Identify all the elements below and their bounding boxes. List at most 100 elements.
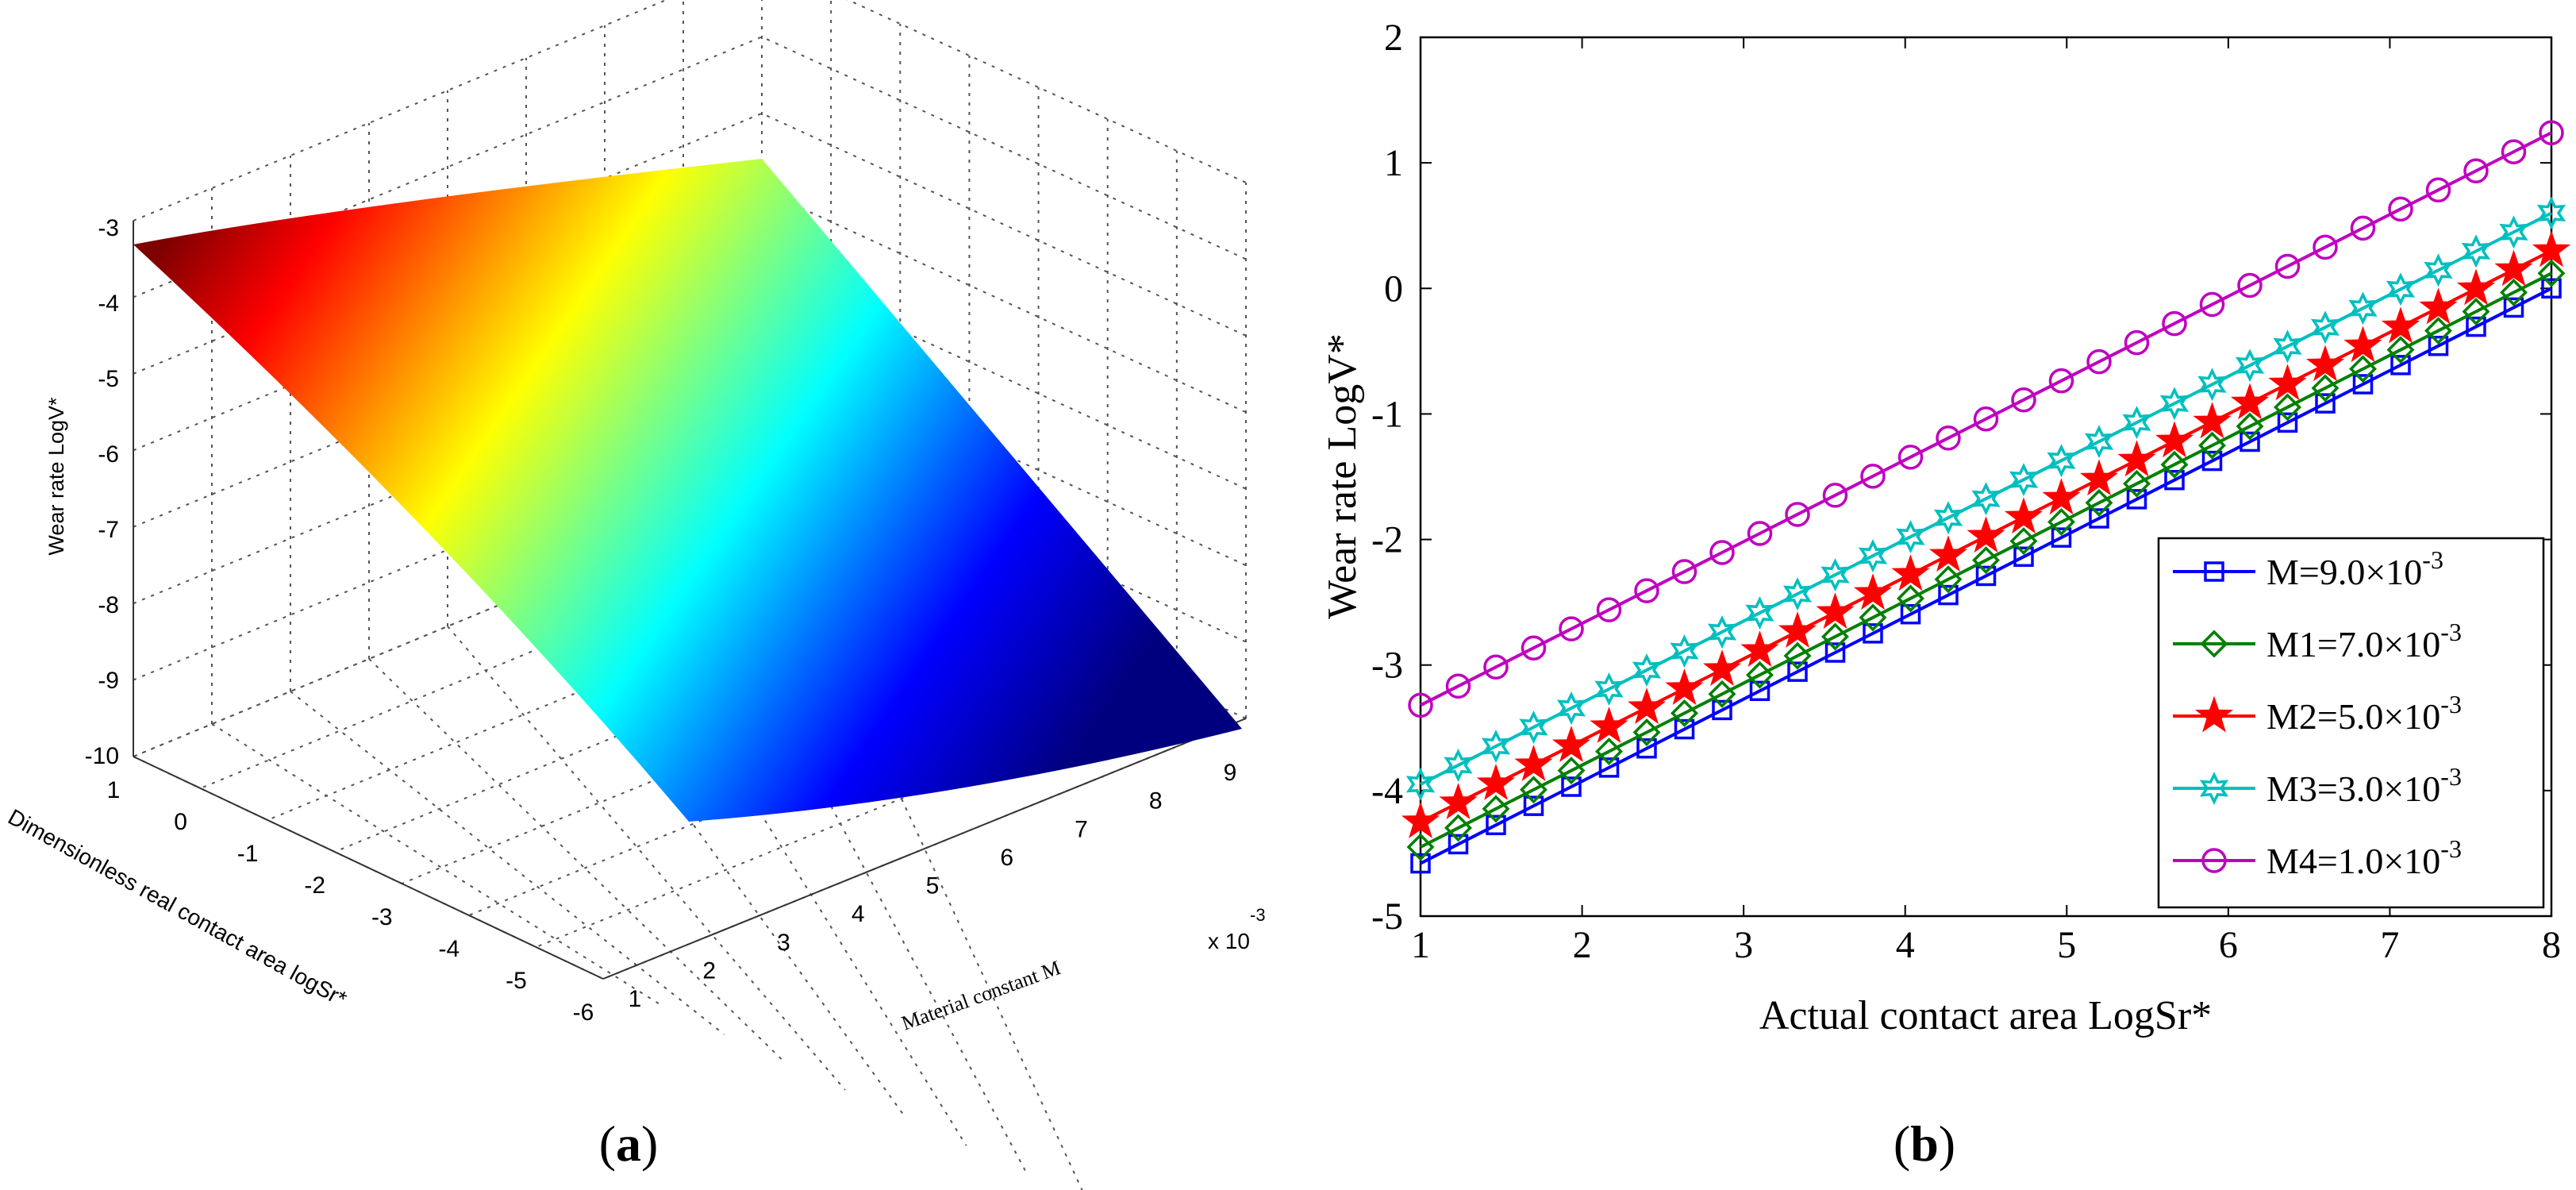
- legend-label-base: M3=3.0×10: [2266, 768, 2440, 809]
- series-point: [2352, 374, 2374, 395]
- panel-a-y-tick-label: 4: [852, 901, 865, 927]
- series-point: [2160, 450, 2189, 479]
- series-point: [1897, 584, 1924, 613]
- series-point: [2235, 349, 2265, 383]
- series-point: [2126, 489, 2147, 510]
- series-line: [1420, 272, 2552, 849]
- series-point: [1561, 776, 1582, 797]
- panel-a-x-tick-label: -2: [304, 872, 325, 899]
- panel-b-x-tick-label: 5: [2057, 924, 2076, 966]
- series-point: [1858, 539, 1888, 573]
- legend-entry-1: M1=7.0×10-3: [2173, 618, 2462, 664]
- series-point: [2386, 272, 2416, 306]
- series-point: [2494, 249, 2533, 287]
- series-point: [2500, 278, 2528, 306]
- series-4: [1408, 120, 2564, 718]
- series-line: [1420, 211, 2552, 786]
- grid-line-floor: [368, 658, 786, 1063]
- panel-a-y-tick-label: 9: [1224, 760, 1237, 786]
- series-point: [2011, 387, 2036, 413]
- series-point: [1863, 623, 1883, 644]
- panel-a-box-edges: [133, 221, 1247, 980]
- series-point: [1745, 596, 1774, 630]
- panel-a-x-tick-label: 1: [107, 777, 121, 803]
- panel-b-y-tick-label: -3: [1371, 645, 1403, 687]
- series-point: [2089, 508, 2109, 529]
- panel-a-z-tick-label: -5: [98, 366, 119, 392]
- series-point: [1785, 502, 1810, 527]
- grid-line-floor: [290, 691, 725, 1035]
- series-point: [1439, 783, 1478, 819]
- series-point: [2390, 355, 2411, 375]
- panel-a-z-tick-label: -10: [85, 743, 119, 769]
- series-point: [1482, 795, 1510, 823]
- series-point: [1709, 540, 1735, 565]
- series-point: [2386, 336, 2415, 364]
- series-point: [1860, 464, 1886, 489]
- panel-a-z-tick-label: -4: [98, 291, 119, 317]
- series-point: [1632, 653, 1662, 687]
- series-point: [2155, 421, 2194, 458]
- panel-a-x-tick-label: -5: [506, 968, 527, 994]
- series-point: [2079, 459, 2119, 496]
- series-point: [1934, 565, 1963, 594]
- series-0: [1410, 278, 2562, 874]
- series-point: [2117, 440, 2156, 477]
- legend-label-base: M1=7.0×10: [2266, 624, 2440, 664]
- series-point: [2198, 431, 2226, 460]
- series-point: [1556, 691, 1586, 725]
- series-point: [1933, 501, 1963, 535]
- legend-label: M1=7.0×10-3: [2266, 618, 2462, 664]
- series-point: [1938, 584, 1959, 606]
- series-point: [1514, 745, 1553, 781]
- series-point: [1707, 615, 1737, 649]
- series-point: [2428, 335, 2449, 356]
- series-point: [1821, 622, 1849, 651]
- series-1: [1406, 259, 2566, 861]
- panel-b-series: [1401, 120, 2571, 874]
- panel-b-y-tick-label: -4: [1371, 770, 1403, 812]
- series-point: [2273, 329, 2302, 364]
- series-point: [2536, 196, 2566, 230]
- series-point: [1483, 654, 1509, 680]
- legend-swatch-marker: [2204, 561, 2224, 582]
- series-point: [1746, 660, 1774, 689]
- caption-a: (a): [599, 1115, 659, 1172]
- panel-b-x-axis-label: Actual contact area LogSr*: [1759, 993, 2212, 1038]
- panel-a-y-tick-label: 5: [926, 873, 940, 899]
- legend-label-exp: -3: [2440, 618, 2462, 646]
- series-point: [1444, 749, 1473, 782]
- caption-a-open: (: [599, 1115, 616, 1172]
- series-point: [2311, 374, 2340, 402]
- panel-a-y-scale-exponent: -3: [1250, 905, 1266, 925]
- series-point: [2085, 488, 2113, 517]
- series-point: [2381, 306, 2420, 344]
- legend-label-exp: -3: [2440, 690, 2462, 718]
- legend-label: M3=3.0×10-3: [2266, 762, 2462, 809]
- panel-b-x-tick-label: 8: [2542, 924, 2561, 966]
- series-point: [2424, 317, 2452, 345]
- panel-a-x-tick-label: 0: [174, 809, 187, 835]
- series-point: [1928, 535, 1968, 572]
- series-point: [2122, 406, 2151, 440]
- series-point: [1448, 834, 1469, 855]
- series-point: [2230, 383, 2270, 420]
- legend-swatch-marker: [2200, 630, 2228, 658]
- series-point: [1900, 603, 1921, 625]
- panel-a-z-tick-label: -7: [98, 517, 119, 543]
- series-point: [1816, 592, 1855, 629]
- series-point: [2539, 120, 2564, 145]
- panel-a-y-scale-base: x 10: [1208, 929, 1250, 953]
- series-point: [1896, 520, 1925, 554]
- panel-a-y-axis-label: Material constant M: [898, 956, 1063, 1034]
- legend-swatch-marker: [2194, 695, 2234, 733]
- series-point: [1749, 680, 1771, 702]
- series-point: [1406, 833, 1435, 861]
- panel-b-y-tick-label: 0: [1384, 268, 1403, 310]
- series-point: [1551, 726, 1591, 762]
- legend-entry-4: M4=1.0×10-3: [2173, 834, 2462, 881]
- series-point: [2274, 253, 2301, 279]
- series-point: [1519, 711, 1548, 744]
- series-point: [1778, 611, 1817, 649]
- series-point: [2503, 297, 2524, 318]
